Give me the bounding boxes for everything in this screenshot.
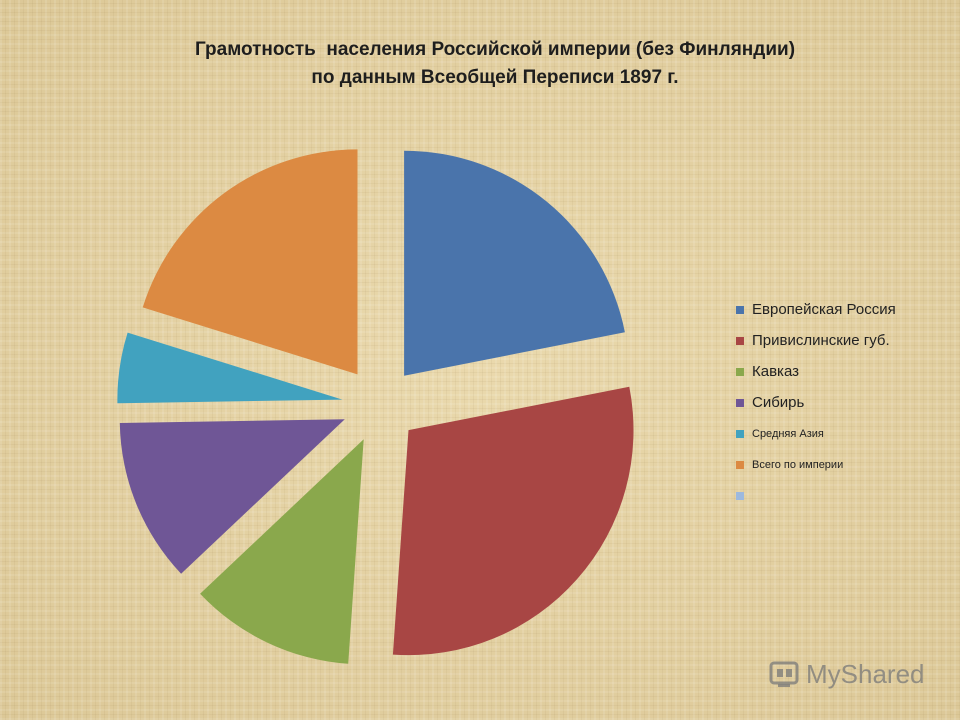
- legend-label: Привислинские губ.: [752, 332, 890, 349]
- legend-swatch: [736, 367, 744, 376]
- legend-swatch: [736, 491, 744, 500]
- chart-subtitle: по данным Всеобщей Переписи 1897 г.: [311, 67, 679, 88]
- chart-title-block: Грамотность населения Российской империи…: [0, 36, 960, 92]
- legend-label: Сибирь: [752, 394, 805, 411]
- legend-label: Европейская Россия: [752, 301, 896, 318]
- legend-swatch: [736, 460, 744, 469]
- legend-label: Кавказ: [752, 363, 799, 380]
- chart-title: Грамотность населения Российской империи…: [194, 39, 796, 60]
- legend-item-siberia: Сибирь: [736, 387, 896, 418]
- legend-item-central-asia: Средняя Азия: [736, 418, 896, 449]
- legend-label: Средняя Азия: [752, 427, 824, 440]
- pie-slice-european-russia: [404, 150, 625, 376]
- legend-item-caucasus: Кавказ: [736, 356, 896, 387]
- legend-swatch: [736, 305, 744, 314]
- legend-item-empire-total: Всего по империи: [736, 449, 896, 480]
- watermark-text: MyShared: [806, 658, 925, 689]
- legend-label: Всего по империи: [752, 458, 844, 471]
- pie-slice-vistula-provinces: [392, 386, 634, 656]
- pie-slice-caucasus: [200, 439, 364, 664]
- watermark: MyShared: [768, 654, 925, 694]
- legend-item-empty: [736, 480, 896, 511]
- legend-swatch: [736, 398, 744, 407]
- pie-slice-empire-total: [142, 149, 358, 375]
- myshared-logo-icon: [769, 661, 799, 687]
- legend-item-vistula-provinces: Привислинские губ.: [736, 325, 896, 356]
- legend-swatch: [736, 336, 744, 345]
- legend-item-european-russia: Европейская Россия: [736, 294, 896, 325]
- pie-slice-central-asia: [117, 332, 343, 404]
- legend-swatch: [736, 429, 744, 438]
- legend: Европейская Россия Привислинские губ. Ка…: [736, 294, 896, 511]
- pie-slice-siberia: [119, 419, 345, 574]
